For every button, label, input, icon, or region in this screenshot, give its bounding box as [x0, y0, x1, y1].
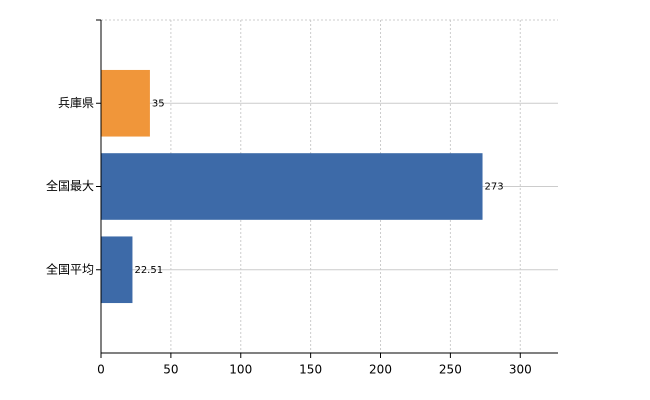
value-label: 22.51 [134, 265, 163, 276]
x-tick-label: 250 [439, 363, 462, 377]
x-tick-label: 150 [299, 363, 322, 377]
x-tick-label: 200 [369, 363, 392, 377]
bar [101, 153, 483, 220]
bar [101, 69, 150, 137]
x-tick-label: 50 [163, 363, 178, 377]
y-tick-label: 全国平均 [46, 261, 94, 276]
x-tick-label: 100 [229, 363, 252, 377]
value-label: 273 [485, 182, 504, 193]
y-tick-label: 全国最大 [46, 178, 94, 193]
x-tick-label: 300 [509, 363, 532, 377]
x-tick-label: 0 [97, 363, 105, 377]
value-label: 35 [152, 98, 165, 109]
y-tick-label: 兵庫県 [58, 96, 94, 110]
bar [101, 236, 133, 304]
